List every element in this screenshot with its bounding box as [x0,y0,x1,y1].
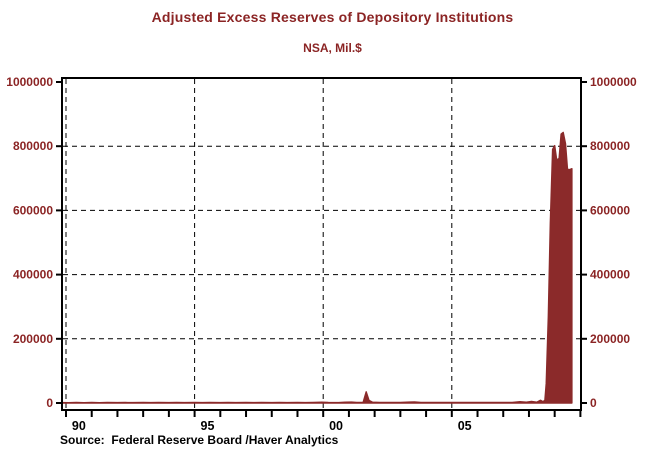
x-tick-label: 05 [458,419,472,433]
y-tick-label-right: 1000000 [590,75,637,89]
y-tick-label-left: 200000 [13,332,53,346]
chart-title: Adjusted Excess Reserves of Depository I… [151,9,514,25]
chart-subtitle: NSA, Mil.$ [303,41,362,55]
plot-border [61,77,582,411]
source-caption: Source: Federal Reserve Board /Haver Ana… [60,433,339,447]
y-tick-label-left: 400000 [13,268,53,282]
y-tick-label-right: 0 [590,396,597,410]
y-tick-label-right: 200000 [590,332,630,346]
x-tick-label: 95 [201,419,215,433]
y-tick-label-left: 0 [46,396,53,410]
x-tick-label: 90 [72,419,86,433]
x-tick-label: 00 [329,419,343,433]
series-area [61,131,573,404]
y-tick-label-right: 400000 [590,268,630,282]
y-tick-label-left: 1000000 [6,75,53,89]
y-tick-label-left: 600000 [13,203,53,217]
y-tick-label-left: 800000 [13,139,53,153]
y-tick-label-right: 800000 [590,139,630,153]
y-tick-label-right: 600000 [590,203,630,217]
